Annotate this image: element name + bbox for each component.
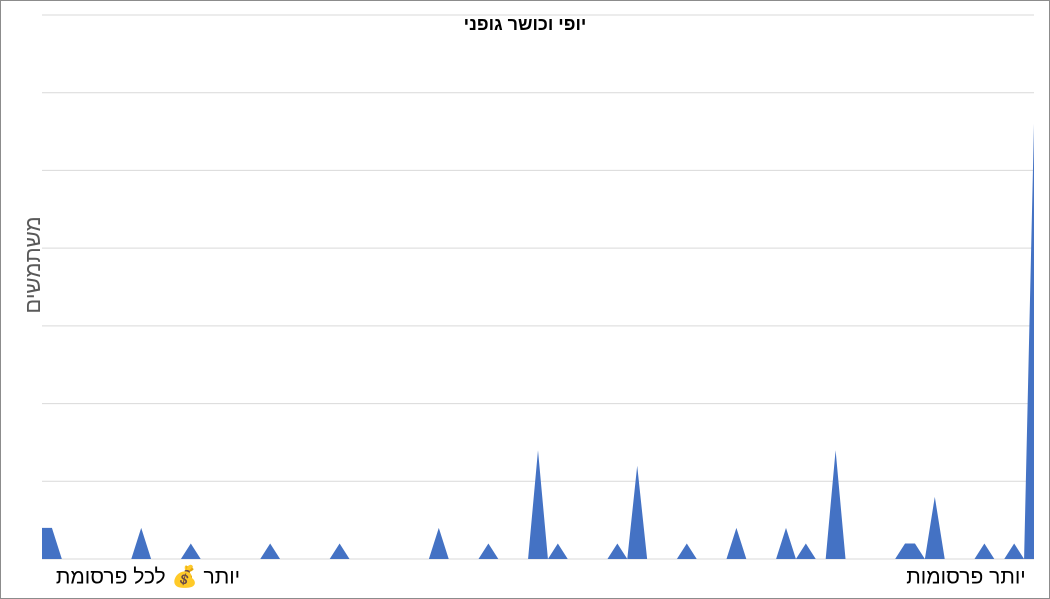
area (42, 123, 1034, 560)
y-axis-label: משתמשים (20, 216, 45, 313)
annotation-left: יותר 💰 לכל פרסומת (56, 564, 240, 590)
annotation-right: יותר פרסומות (906, 566, 1026, 589)
chart-title: יופי וכושר גופני (464, 14, 587, 34)
